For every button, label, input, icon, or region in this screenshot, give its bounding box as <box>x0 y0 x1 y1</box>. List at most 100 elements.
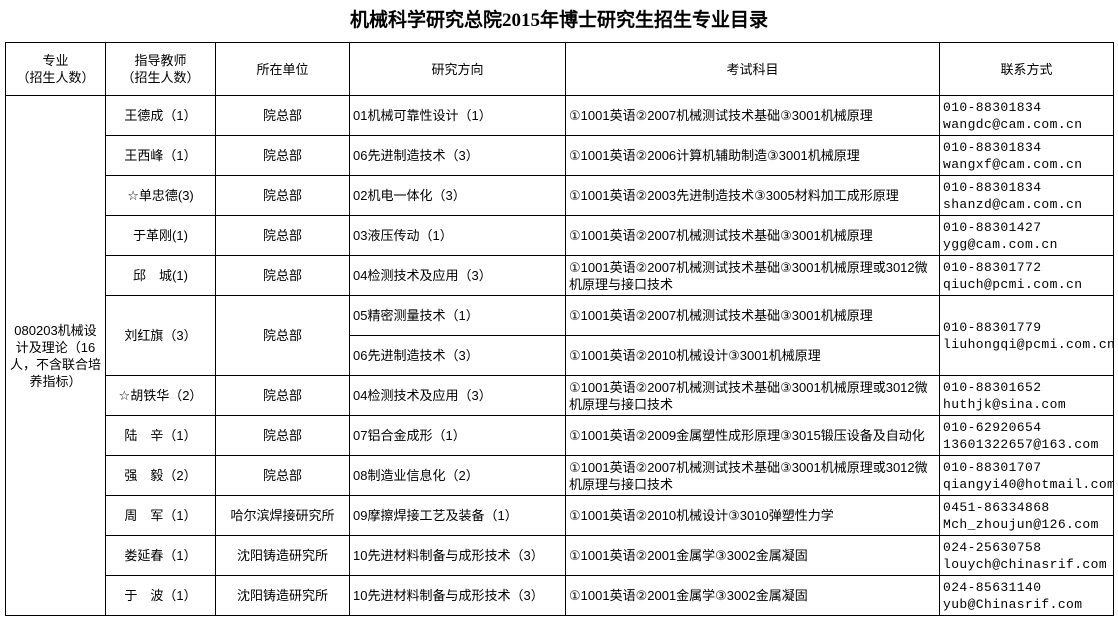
column-header-line2: （招生人数） <box>121 70 200 85</box>
table-row: 邱 城(1) 院总部 04检测技术及应用（3） ①1001英语②2007机械测试技术基… <box>6 255 1114 296</box>
contact-email[interactable]: huthjk@sina.com <box>943 396 1067 412</box>
table-row: 周 军（1） 哈尔滨焊接研究所 09摩擦焊接工艺及装备（1） ①1001英语②2010… <box>6 495 1114 536</box>
table-row: ☆胡铁华（2） 院总部 04检测技术及应用（3） ①1001英语②2007机械测试技术… <box>6 375 1114 416</box>
table-row: 于革刚(1) 院总部 03液压传动（1） ①1001英语②2007机械测试技术基础③3… <box>6 215 1114 256</box>
unit-cell: 院总部 <box>215 95 350 136</box>
table-row: 06先进制造技术（3） ①1001英语②2010机械设计③3001机械原理 <box>6 335 1114 376</box>
teacher-cell: ☆胡铁华（2） <box>105 375 216 416</box>
exam-subjects-cell: ①1001英语②2007机械测试技术基础③3001机械原理 <box>565 295 940 336</box>
column-header-line1: 考试科目 <box>726 61 779 77</box>
unit-cell: 院总部 <box>215 215 350 256</box>
unit-cell: 院总部 <box>215 255 350 296</box>
research-direction-cell: 09摩擦焊接工艺及装备（1） <box>349 495 566 536</box>
research-direction-cell: 04检测技术及应用（3） <box>349 255 566 296</box>
contact-phone: 024-25630758 <box>943 539 1042 555</box>
teacher-cell: 王西峰（1） <box>105 135 216 176</box>
exam-subjects-cell: ①1001英语②2007机械测试技术基础③3001机械原理 <box>565 215 940 256</box>
unit-cell: 院总部 <box>215 295 350 376</box>
exam-subjects-cell: ①1001英语②2006计算机辅助制造③3001机械原理 <box>565 135 940 176</box>
column-header-unit: 所在单位 <box>215 42 350 96</box>
teacher-cell: 周 军（1） <box>105 495 216 536</box>
column-header-line1: 指导教师 <box>134 53 187 68</box>
table-header: 专业 （招生人数） 指导教师 （招生人数） 所在单位 研究方向 考试科目 联系方式 <box>5 42 1114 96</box>
research-direction-cell: 06先进制造技术（3） <box>349 135 566 176</box>
contact-cell: 010-88301834 wangdc@cam.com.cn <box>939 95 1114 136</box>
column-header-line1: 所在单位 <box>256 61 309 77</box>
unit-cell: 院总部 <box>215 455 350 496</box>
teacher-cell: ☆单忠德(3) <box>105 175 216 216</box>
table-row: 080203机械设计及理论（16人，不含联合培养指标） 王德成（1） 院总部 01机械… <box>5 95 1114 616</box>
contact-cell: 010-88301834 wangxf@cam.com.cn <box>939 135 1114 176</box>
exam-subjects-cell: ①1001英语②2003先进制造技术③3005材料加工成形原理 <box>565 175 940 216</box>
contact-phone: 024-85631140 <box>943 579 1042 595</box>
table-row: ☆单忠德(3) 院总部 02机电一体化（3） ①1001英语②2003先进制造技术③3… <box>6 175 1114 216</box>
contact-cell: 010-88301772 qiuch@pcmi.com.cn <box>939 255 1114 296</box>
teacher-cell: 陆 辛（1） <box>105 415 216 456</box>
teacher-cell: 强 毅（2） <box>105 455 216 496</box>
header-row: 专业 （招生人数） 指导教师 （招生人数） 所在单位 研究方向 考试科目 联系方式 <box>5 42 1114 96</box>
contact-email[interactable]: liuhongqi@pcmi.com.cn <box>943 336 1114 352</box>
major-cell: 080203机械设计及理论（16人，不含联合培养指标） <box>5 95 106 616</box>
unit-cell: 沈阳铸造研究所 <box>215 535 350 576</box>
unit-cell: 院总部 <box>215 135 350 176</box>
contact-email[interactable]: qiangyi40@hotmail.com <box>943 476 1114 492</box>
table-row: 王西峰（1） 院总部 06先进制造技术（3） ①1001英语②2006计算机辅助制造③… <box>6 135 1114 176</box>
research-direction-cell: 05精密测量技术（1） <box>349 295 566 336</box>
contact-email[interactable]: louych@chinasrif.com <box>943 556 1108 572</box>
admissions-catalog-table: 专业 （招生人数） 指导教师 （招生人数） 所在单位 研究方向 考试科目 联系方式 08020… <box>5 42 1114 616</box>
exam-subjects-cell: ①1001英语②2007机械测试技术基础③3001机械原理或3012微机原理与接… <box>565 375 940 416</box>
contact-cell: 010-88301427 ygg@cam.com.cn <box>939 215 1114 256</box>
column-header-contact: 联系方式 <box>939 42 1114 96</box>
unit-cell: 院总部 <box>215 415 350 456</box>
teacher-cell: 娄延春（1） <box>105 535 216 576</box>
contact-cell: 010-88301779 liuhongqi@pcmi.com.cn <box>939 295 1114 376</box>
contact-cell: 010-88301834 shanzd@cam.com.cn <box>939 175 1114 216</box>
contact-phone: 010-88301707 <box>943 459 1042 475</box>
contact-email[interactable]: 13601322657@163.com <box>943 436 1099 452</box>
table-row: 强 毅（2） 院总部 08制造业信息化（2） ①1001英语②2007机械测试技术基础… <box>6 455 1114 496</box>
exam-subjects-cell: ①1001英语②2007机械测试技术基础③3001机械原理 <box>565 95 940 136</box>
teacher-cell: 于 波（1） <box>105 575 216 616</box>
research-direction-cell: 02机电一体化（3） <box>349 175 566 216</box>
research-direction-cell: 06先进制造技术（3） <box>349 335 566 376</box>
contact-phone: 010-88301779 <box>943 319 1042 335</box>
contact-email[interactable]: yub@Chinasrif.com <box>943 596 1083 612</box>
column-header-line1: 专业 <box>42 53 69 68</box>
research-direction-cell: 07铝合金成形（1） <box>349 415 566 456</box>
column-header-teacher: 指导教师 （招生人数） <box>105 42 216 96</box>
unit-cell: 沈阳铸造研究所 <box>215 575 350 616</box>
contact-phone: 010-88301427 <box>943 219 1042 235</box>
unit-cell: 院总部 <box>215 175 350 216</box>
contact-cell: 010-88301707 qiangyi40@hotmail.com <box>939 455 1114 496</box>
contact-phone: 010-88301834 <box>943 99 1042 115</box>
teacher-cell: 邱 城(1) <box>105 255 216 296</box>
research-direction-cell: 10先进材料制备与成形技术（3） <box>349 535 566 576</box>
contact-email[interactable]: ygg@cam.com.cn <box>943 236 1058 252</box>
table-row: 于 波（1） 沈阳铸造研究所 10先进材料制备与成形技术（3） ①1001英语②200… <box>6 575 1114 616</box>
exam-subjects-cell: ①1001英语②2010机械设计③3010弹塑性力学 <box>565 495 940 536</box>
contact-email[interactable]: qiuch@pcmi.com.cn <box>943 276 1083 292</box>
research-direction-cell: 03液压传动（1） <box>349 215 566 256</box>
unit-cell: 哈尔滨焊接研究所 <box>215 495 350 536</box>
contact-email[interactable]: shanzd@cam.com.cn <box>943 196 1083 212</box>
contact-email[interactable]: wangdc@cam.com.cn <box>943 116 1083 132</box>
contact-cell: 0451-86334868 Mch_zhoujun@126.com <box>939 495 1114 536</box>
contact-email[interactable]: Mch_zhoujun@126.com <box>943 516 1099 532</box>
column-header-line2: （招生人数） <box>16 70 95 85</box>
column-header-major: 专业 （招生人数） <box>5 42 106 96</box>
contact-email[interactable]: wangxf@cam.com.cn <box>943 156 1083 172</box>
research-direction-cell: 10先进材料制备与成形技术（3） <box>349 575 566 616</box>
unit-cell: 院总部 <box>215 375 350 416</box>
page-title: 机械科学研究总院2015年博士研究生招生专业目录 <box>349 10 768 31</box>
exam-subjects-cell: ①1001英语②2009金属塑性成形原理③3015锻压设备及自动化 <box>565 415 940 456</box>
contact-cell: 024-25630758 louych@chinasrif.com <box>939 535 1114 576</box>
contact-cell: 010-88301652 huthjk@sina.com <box>939 375 1114 416</box>
exam-subjects-cell: ①1001英语②2010机械设计③3001机械原理 <box>565 335 940 376</box>
research-direction-cell: 04检测技术及应用（3） <box>349 375 566 416</box>
table-row: 娄延春（1） 沈阳铸造研究所 10先进材料制备与成形技术（3） ①1001英语②200… <box>6 535 1114 576</box>
column-header-line1: 联系方式 <box>1000 61 1053 77</box>
contact-phone: 010-88301834 <box>943 139 1042 155</box>
research-direction-cell: 08制造业信息化（2） <box>349 455 566 496</box>
column-header-direction: 研究方向 <box>349 42 566 96</box>
